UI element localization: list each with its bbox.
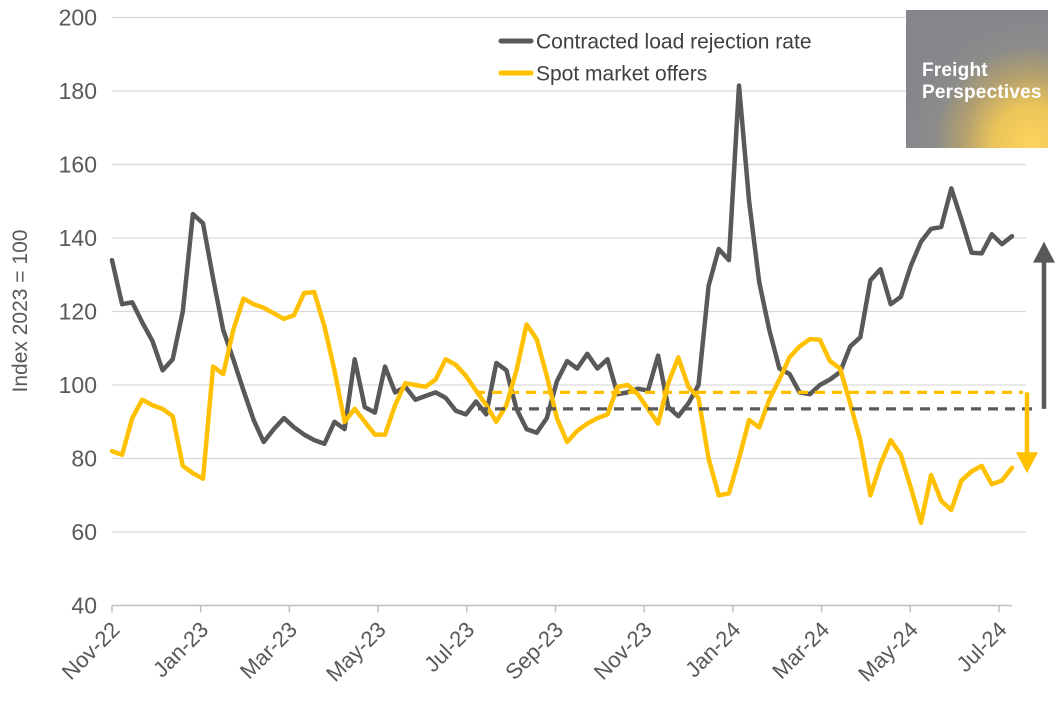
series-line-spot-market-offers xyxy=(109,289,1015,526)
trend-arrow-head xyxy=(1033,241,1055,263)
x-tick-label: Jul-24 xyxy=(951,617,1011,677)
x-tick-label: Nov-23 xyxy=(589,617,657,685)
series-line-contracted-load-rejection-rate xyxy=(109,83,1015,447)
x-tick-label: Jul-23 xyxy=(419,617,479,677)
freight-perspectives-logo: Freight Perspectives xyxy=(906,10,1048,148)
x-tick-label: Mar-23 xyxy=(235,617,302,684)
x-tick-label: Nov-22 xyxy=(57,617,125,685)
x-tick-label: Jan-23 xyxy=(148,617,213,682)
x-tick-label: Jan-24 xyxy=(680,617,745,682)
legend-label: Spot market offers xyxy=(536,63,707,86)
y-axis-title: Index 2023 = 100 xyxy=(9,230,32,393)
logo-line2: Perspectives xyxy=(922,82,1042,103)
y-tick-label: 80 xyxy=(71,446,97,472)
legend-item-spot-market-offers: Spot market offers xyxy=(498,63,707,86)
y-tick-label: 160 xyxy=(59,152,97,178)
y-tick-label: 180 xyxy=(59,78,97,104)
y-tick-label: 100 xyxy=(59,372,97,398)
x-tick-label: Sep-23 xyxy=(500,617,568,685)
logo-line1: Freight xyxy=(922,60,988,81)
trend-arrow-head xyxy=(1016,452,1038,474)
x-tick-label: May-24 xyxy=(853,617,923,687)
x-tick-label: May-23 xyxy=(321,617,391,687)
x-tick-label: Mar-24 xyxy=(767,617,834,684)
y-tick-label: 140 xyxy=(59,225,97,251)
trend-arrow-down xyxy=(1016,392,1038,474)
legend-item-contracted-load-rejection-rate: Contracted load rejection rate xyxy=(498,31,812,54)
y-tick-label: 60 xyxy=(71,519,97,545)
y-tick-label: 120 xyxy=(59,299,97,325)
legend-label: Contracted load rejection rate xyxy=(536,31,812,54)
y-tick-label: 40 xyxy=(71,593,97,619)
trend-arrow-up xyxy=(1033,241,1055,409)
y-tick-label: 200 xyxy=(59,5,97,31)
